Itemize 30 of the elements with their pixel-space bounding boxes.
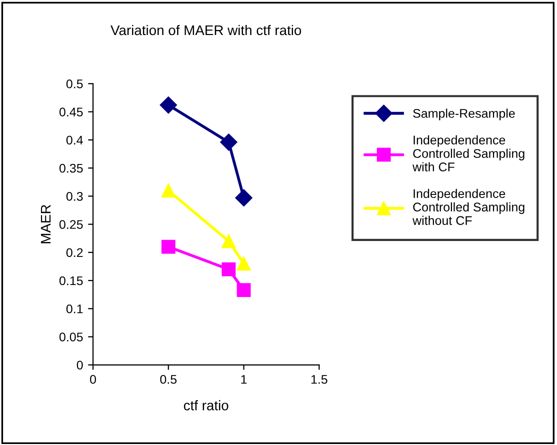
point bbox=[161, 240, 176, 254]
chart-title: Variation of MAER with ctf ratio bbox=[110, 24, 302, 36]
x-tick-label: 0 bbox=[90, 374, 96, 384]
point bbox=[222, 234, 236, 248]
y-tick-label: 0.05 bbox=[59, 332, 83, 342]
legend-label: Indepedendence Controlled Sampling without CF bbox=[412, 188, 524, 225]
point bbox=[235, 189, 252, 206]
x-tick-label: 0.5 bbox=[160, 374, 177, 384]
point bbox=[220, 134, 238, 151]
y-tick-label: 0.25 bbox=[59, 220, 83, 229]
legend-label: Sample-Resample bbox=[413, 108, 515, 120]
point bbox=[161, 184, 176, 198]
point bbox=[222, 262, 236, 276]
y-tick-label: 0.35 bbox=[59, 164, 83, 173]
y-tick-label: 0.1 bbox=[66, 304, 83, 314]
x-axis-title: ctf ratio bbox=[184, 400, 228, 410]
y-tick-label: 0.3 bbox=[66, 192, 83, 201]
y-tick-label: 0.2 bbox=[66, 248, 83, 258]
y-tick-label: 0.4 bbox=[66, 136, 83, 145]
legend-label: Indepedendence Controlled Sampling with CF bbox=[412, 135, 524, 172]
y-axis-title: MAER bbox=[40, 204, 51, 244]
point bbox=[160, 96, 177, 114]
y-tick-label: 0.15 bbox=[59, 276, 83, 286]
point bbox=[236, 283, 251, 298]
y-tick-label: 0.5 bbox=[66, 79, 83, 88]
x-tick-label: 1.5 bbox=[311, 375, 328, 384]
point bbox=[236, 256, 251, 271]
y-tick-label: 0.45 bbox=[59, 108, 83, 116]
x-tick-label: 1 bbox=[241, 375, 247, 384]
y-tick-label: 0 bbox=[76, 360, 83, 370]
